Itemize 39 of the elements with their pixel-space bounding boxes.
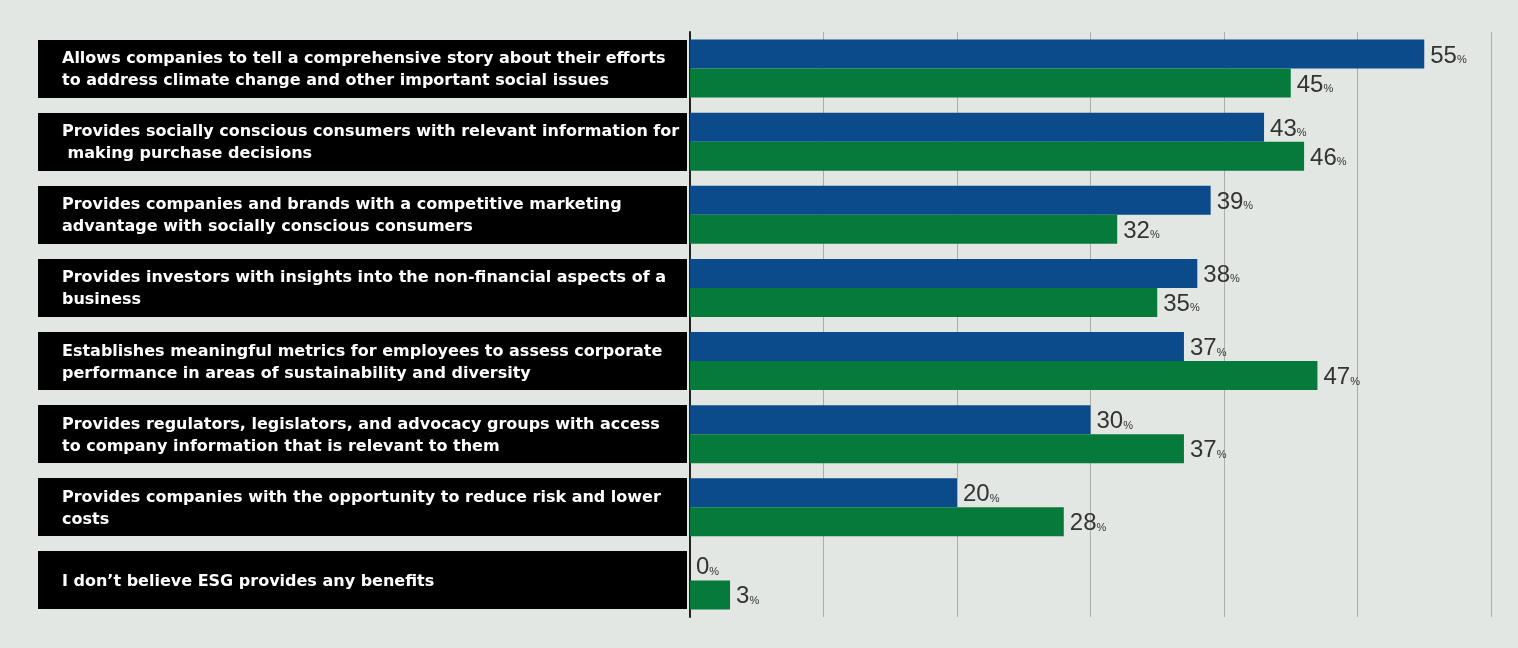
bar [690,141,1305,171]
bar [690,287,1158,317]
y-tick-label: Allows companies to tell a comprehensive story about their efforts to address climate change and other important social issues [62,48,672,90]
bar [690,214,1118,244]
data-label: 3% [736,581,760,609]
bar [690,361,1318,391]
bar [690,112,1265,142]
y-tick-label: Provides investors with insights into the non-financial aspects of a business [62,267,672,309]
data-label: 20% [963,479,1000,507]
bar [690,185,1211,215]
y-tick-label: Provides companies and brands with a competitive marketing advantage with socially conscious consumers [62,194,628,236]
bar [690,507,1064,537]
bar [690,580,731,610]
y-tick-label: Provides regulators, legislators, and advocacy groups with access to company information that is relevant to them [62,413,666,455]
bar [690,405,1091,435]
data-label: 28% [1069,508,1107,536]
y-tick-label: Provides companies with the opportunity to reduce risk and lower costs [62,486,667,528]
data-label: 37% [1189,333,1227,361]
data-label: 38% [1203,259,1240,287]
data-label: 43% [1270,113,1307,141]
bar [690,68,1291,98]
bar [690,39,1425,69]
y-tick-label: I don’t believe ESG provides any benefits [62,570,435,590]
data-label: 37% [1189,435,1227,463]
data-label: 39% [1216,186,1254,214]
data-label: 47% [1323,362,1361,390]
data-label: 30% [1096,406,1134,434]
bar [690,434,1184,464]
data-label: 32% [1123,215,1160,243]
y-tick-label: Establishes meaningful metrics for employees to assess corporate performance in areas of sustainability and diversity [62,340,668,382]
bar [690,478,957,508]
data-label: 55% [1430,40,1467,68]
bar [690,332,1184,362]
data-label: 45% [1296,69,1334,97]
y-tick-label: Provides socially conscious consumers with relevant information for making purchase decisions [62,121,680,163]
bar [690,258,1198,288]
data-label: 35% [1163,288,1200,316]
data-label: 46% [1310,142,1347,170]
data-label: 0% [696,552,720,580]
